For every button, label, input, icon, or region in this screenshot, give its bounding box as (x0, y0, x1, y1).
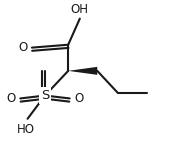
Text: O: O (74, 92, 83, 105)
Text: S: S (41, 89, 49, 102)
Text: O: O (7, 92, 16, 105)
Text: O: O (18, 41, 28, 54)
Text: OH: OH (71, 3, 89, 16)
Polygon shape (68, 67, 97, 75)
Text: HO: HO (17, 123, 35, 136)
